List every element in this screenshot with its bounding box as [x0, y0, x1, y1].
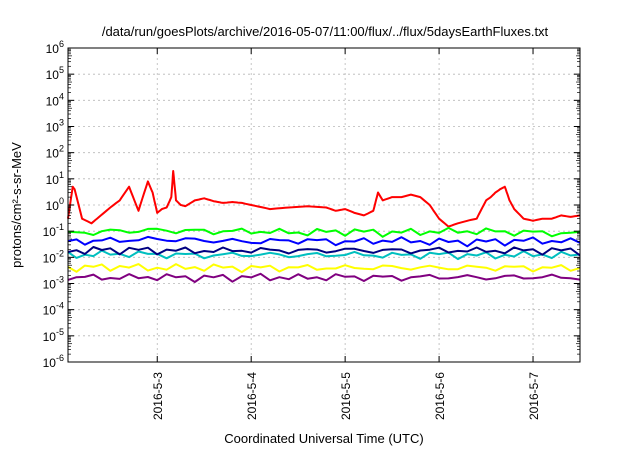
y-tick-label: 10-6 — [43, 353, 64, 370]
x-tick-label: 2016-5-3 — [151, 372, 165, 420]
y-tick-label: 104 — [46, 91, 64, 108]
y-tick-label: 101 — [46, 170, 64, 187]
y-axis: 10-6 10-5 10-4 10-3 10-2 10-1 100 101 102 103 104 1… — [43, 39, 580, 370]
series-line — [67, 246, 581, 257]
x-tick-label: 2016-5-4 — [245, 372, 259, 420]
y-tick-label: 10-3 — [43, 275, 64, 292]
y-tick-label: 105 — [46, 65, 64, 82]
y-tick-label: 10-5 — [43, 327, 64, 344]
series-line — [67, 226, 581, 238]
series-line — [67, 272, 581, 283]
chart-title: /data/run/goesPlots/archive/2016-05-07/1… — [102, 24, 549, 39]
y-tick-label: 100 — [46, 196, 64, 213]
series-line — [67, 263, 581, 274]
x-tick-label: 2016-5-6 — [433, 372, 447, 420]
series-layer — [67, 170, 581, 283]
y-tick-label: 10-1 — [43, 222, 64, 239]
y-tick-label: 102 — [46, 144, 64, 161]
series-line — [67, 235, 581, 248]
y-tick-label: 10-2 — [43, 248, 64, 265]
x-axis: 2016-5-3 2016-5-4 2016-5-5 2016-5-6 2016-5-7 — [151, 48, 541, 420]
y-tick-label: 106 — [46, 39, 64, 56]
series-line — [67, 170, 581, 228]
x-tick-label: 2016-5-7 — [527, 372, 541, 420]
grid — [68, 48, 580, 362]
x-axis-title: Coordinated Universal Time (UTC) — [224, 431, 423, 446]
y-tick-label: 103 — [46, 118, 64, 135]
y-tick-label: 10-4 — [43, 301, 64, 318]
y-axis-title: protons/cm²-s-sr-MeV — [9, 142, 24, 268]
series-line — [67, 249, 581, 261]
x-tick-label: 2016-5-5 — [339, 372, 353, 420]
